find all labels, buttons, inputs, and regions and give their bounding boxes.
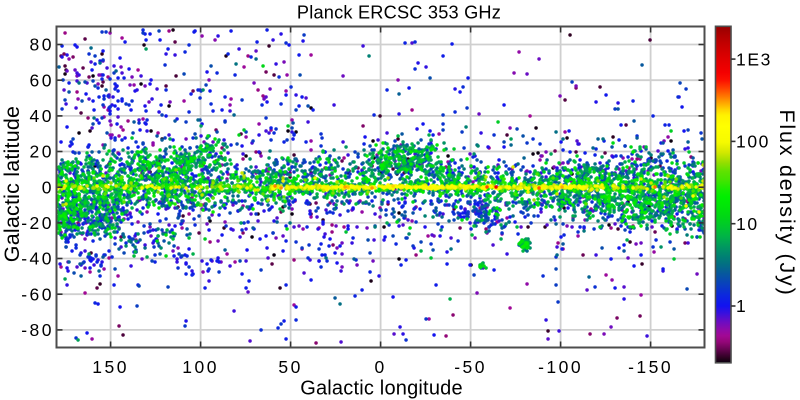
svg-text:-100: -100 — [538, 357, 583, 377]
svg-text:Galactic longitude: Galactic longitude — [300, 378, 463, 400]
svg-text:-60: -60 — [21, 284, 54, 304]
svg-text:Flux density (Jy): Flux density (Jy) — [775, 109, 799, 296]
svg-text:Galactic latitude: Galactic latitude — [0, 106, 24, 262]
svg-text:10: 10 — [736, 214, 759, 234]
svg-text:1E3: 1E3 — [736, 49, 772, 69]
svg-text:-80: -80 — [21, 320, 54, 340]
svg-text:0: 0 — [374, 357, 386, 377]
svg-text:-20: -20 — [21, 213, 54, 233]
svg-text:-50: -50 — [454, 357, 487, 377]
svg-text:Planck ERCSC 353 GHz: Planck ERCSC 353 GHz — [297, 3, 501, 23]
svg-text:-150: -150 — [628, 357, 673, 377]
svg-text:80: 80 — [30, 35, 54, 55]
svg-text:50: 50 — [278, 357, 302, 377]
svg-text:100: 100 — [182, 357, 219, 377]
svg-text:40: 40 — [30, 106, 54, 126]
svg-text:20: 20 — [30, 142, 54, 162]
svg-text:150: 150 — [92, 357, 129, 377]
svg-text:1: 1 — [736, 296, 747, 316]
svg-text:0: 0 — [42, 177, 54, 197]
svg-text:100: 100 — [736, 132, 770, 152]
svg-text:-40: -40 — [21, 249, 54, 269]
svg-text:60: 60 — [30, 70, 54, 90]
